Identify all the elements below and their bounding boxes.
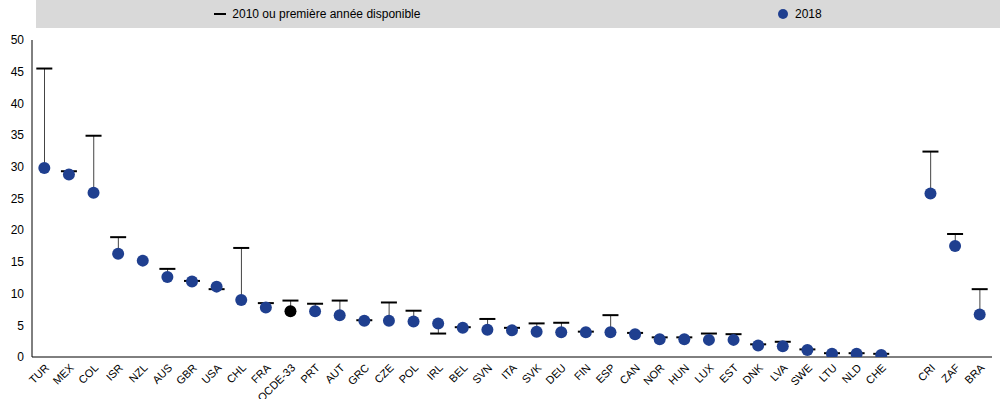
svg-text:10: 10 <box>11 287 25 301</box>
html-text:2010 ou première année disponi: 2010 ou première année disponible <box>232 7 421 21</box>
svg-text:AUT: AUT <box>323 361 347 385</box>
svg-text:CZE: CZE <box>372 361 396 385</box>
svg-text:ISR: ISR <box>104 361 125 382</box>
svg-text:5: 5 <box>17 319 24 333</box>
svg-text:DNK: DNK <box>740 361 765 386</box>
svg-text:ZAF: ZAF <box>939 361 962 384</box>
svg-text:25: 25 <box>11 192 25 206</box>
svg-text:POL: POL <box>396 361 420 385</box>
svg-text:ESP: ESP <box>593 361 617 385</box>
svg-text:0: 0 <box>17 350 24 364</box>
svg-text:SVK: SVK <box>519 361 544 386</box>
html-text:2018: 2018 <box>795 7 822 21</box>
svg-text:40: 40 <box>11 97 25 111</box>
svg-text:FIN: FIN <box>572 361 593 382</box>
svg-text:EST: EST <box>717 361 741 385</box>
svg-text:GBR: GBR <box>174 361 199 386</box>
svg-text:ITA: ITA <box>499 361 519 381</box>
svg-text:BEL: BEL <box>447 361 470 384</box>
svg-text:LVA: LVA <box>768 361 791 384</box>
svg-text:SWE: SWE <box>788 361 814 387</box>
svg-text:CHE: CHE <box>863 361 888 386</box>
svg-text:20: 20 <box>11 223 25 237</box>
svg-text:15: 15 <box>11 255 25 269</box>
svg-text:IRL: IRL <box>424 361 445 382</box>
svg-text:30: 30 <box>11 160 25 174</box>
svg-text:50: 50 <box>11 33 25 47</box>
svg-text:NOR: NOR <box>641 361 667 387</box>
svg-text:BRA: BRA <box>962 361 987 386</box>
svg-text:AUS: AUS <box>150 361 174 385</box>
svg-text:CHL: CHL <box>224 361 248 385</box>
svg-text:PRT: PRT <box>298 361 322 385</box>
svg-text:LUX: LUX <box>692 361 716 385</box>
svg-text:CAN: CAN <box>617 361 642 386</box>
svg-text:45: 45 <box>11 65 25 79</box>
svg-text:CRI: CRI <box>916 361 938 383</box>
svg-text:FRA: FRA <box>248 361 273 386</box>
svg-text:LTU: LTU <box>816 361 839 384</box>
svg-text:NLD: NLD <box>839 361 863 385</box>
svg-text:MEX: MEX <box>51 361 77 387</box>
svg-text:USA: USA <box>199 361 224 386</box>
svg-text:DEU: DEU <box>543 361 568 386</box>
svg-text:OCDE-33: OCDE-33 <box>255 361 297 399</box>
svg-text:COL: COL <box>76 361 100 385</box>
svg-text:GRC: GRC <box>345 361 371 387</box>
svg-text:35: 35 <box>11 128 25 142</box>
svg-text:SVN: SVN <box>470 361 495 386</box>
svg-text:TUR: TUR <box>27 361 52 386</box>
svg-text:HUN: HUN <box>666 361 691 386</box>
svg-text:NZL: NZL <box>127 361 150 384</box>
